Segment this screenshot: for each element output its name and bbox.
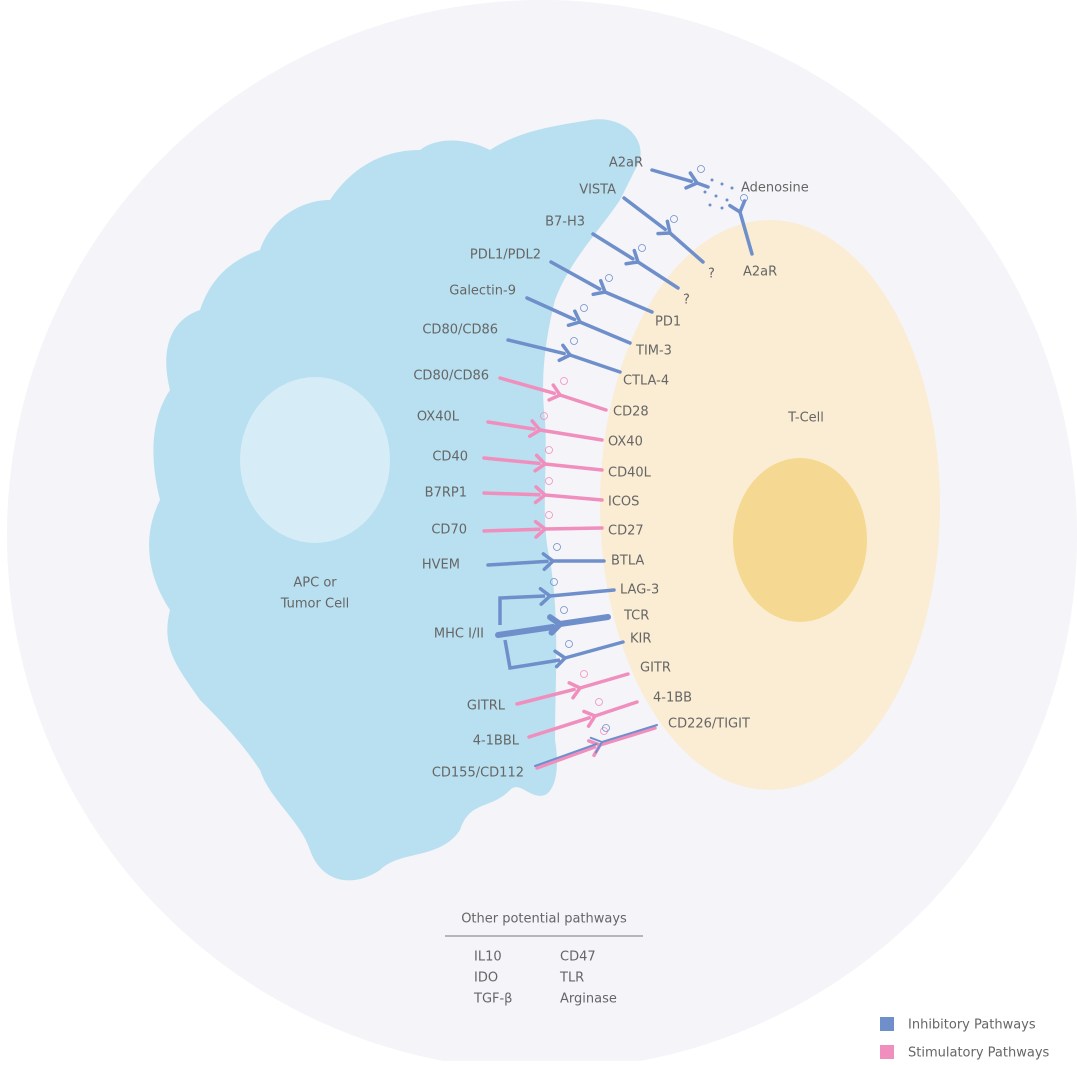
legend-swatch [880,1045,894,1059]
adenosine-dot [721,183,724,186]
adenosine-dot [715,195,718,198]
pathway-item: IDO [474,971,498,986]
t-cell-nucleus [733,458,867,622]
receptor-label: 4-1BB [653,691,692,706]
pathway-item: TLR [559,971,584,986]
receptor-label: CD40L [608,466,652,481]
receptor-label: KIR [630,632,651,647]
pathway-item: TGF-β [473,992,512,1007]
diagram: APC or Tumor Cell T-Cell Other potential… [0,0,1077,1061]
pathway-item: Arginase [560,992,617,1007]
ligand-stick [484,493,539,495]
ligand-label: PDL1/PDL2 [470,248,541,263]
adenosine-dot [721,207,724,210]
receptor-arm [593,292,605,294]
receptor-label: LAG-3 [620,583,659,598]
receptor-label: Adenosine [741,181,809,196]
ligand-label: VISTA [579,183,616,198]
receptor-label: TIM-3 [635,344,672,359]
apc-nucleus [240,377,390,543]
ligand-label: CD70 [431,523,467,538]
legend-swatch [880,1017,894,1031]
apc-label: APC or [293,576,337,591]
ligand-label: B7-H3 [545,215,585,230]
receptor-label: CD226/TIGIT [668,717,750,732]
ligand-label: Galectin-9 [449,284,516,299]
receptor-label: GITR [640,661,671,676]
page: APC or Tumor Cell T-Cell Other potential… [0,0,1077,1061]
receptor-label: PD1 [655,315,681,330]
ligand-label: A2aR [609,156,643,171]
receptor-label: ? [708,267,715,282]
ligand-label: B7RP1 [425,486,467,501]
ligand-label: OX40L [417,410,460,425]
ligand-label: 4-1BBL [473,734,520,749]
receptor-label: CTLA-4 [623,374,669,389]
pathway-item: CD47 [560,950,596,965]
receptor-label: CD27 [608,524,644,539]
adenosine-dot [709,204,712,207]
apc-label: Tumor Cell [280,597,350,612]
pathway-item: IL10 [474,950,502,965]
receptor-label: TCR [623,609,649,624]
other-pathways-title: Other potential pathways [461,912,627,927]
ligand-label: MHC I/II [434,627,484,642]
receptor-arm [626,262,638,264]
receptor-stem [545,528,602,529]
receptor-label: ? [683,293,690,308]
receptor-label: A2aR [743,265,777,280]
receptor-label: CD28 [613,405,649,420]
receptor-label: OX40 [608,435,643,450]
t-cell-label: T-Cell [787,411,824,426]
adenosine-dot [704,191,707,194]
ligand-label: CD80/CD86 [422,323,498,338]
adenosine-dot [726,199,729,202]
receptor-label: ICOS [608,495,639,510]
ligand-label: GITRL [467,699,506,714]
legend-label: Inhibitory Pathways [908,1018,1036,1033]
receptor-label: BTLA [611,554,644,569]
adenosine-dot [711,179,714,182]
ligand-label: CD155/CD112 [432,766,524,781]
receptor-arm [658,233,670,234]
ligand-label: HVEM [422,558,460,573]
ligand-label: CD40 [432,450,468,465]
ligand-label: CD80/CD86 [413,369,489,384]
ligand-stick [484,529,539,531]
adenosine-dot [731,187,734,190]
legend-label: Stimulatory Pathways [908,1046,1050,1061]
